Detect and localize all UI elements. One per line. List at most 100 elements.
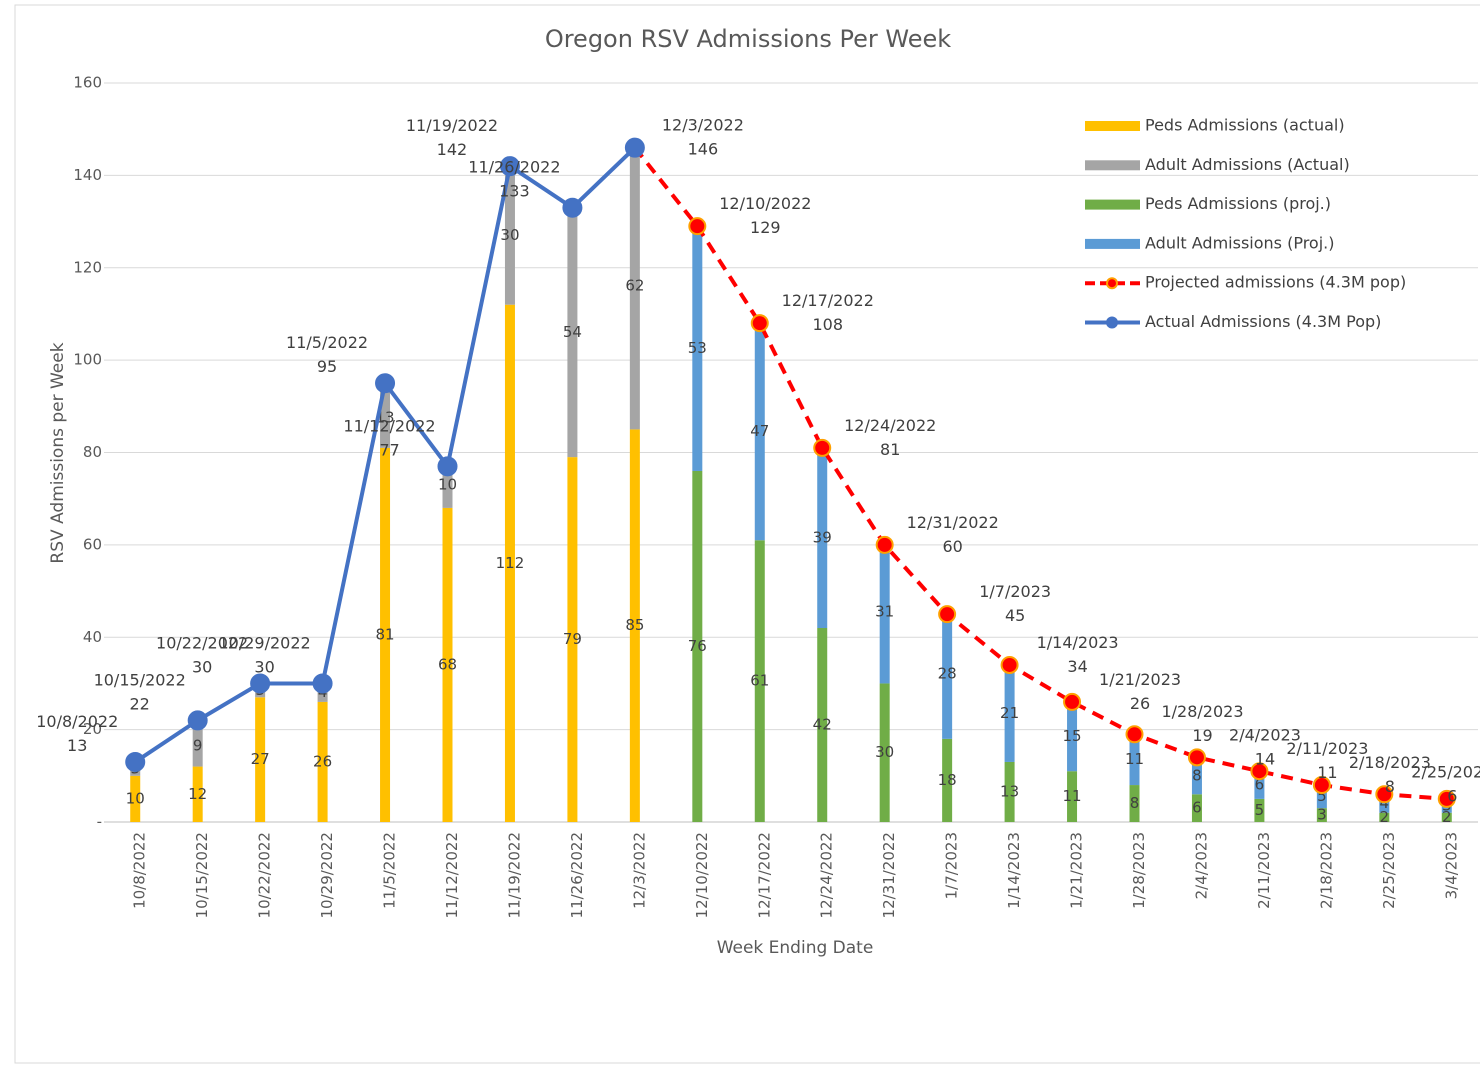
y-tick-label: 80 — [83, 443, 102, 461]
point-label-value: 19 — [1192, 726, 1212, 745]
point-label-value: 13 — [67, 735, 87, 754]
bar-label: 27 — [251, 750, 270, 768]
point-label-date: 11/26/2022 — [468, 157, 560, 176]
x-tick-label: 10/8/2022 — [131, 832, 149, 909]
x-tick-label: 2/25/2023 — [1380, 832, 1398, 909]
point-label-value: 30 — [192, 657, 212, 676]
bar-label: 10 — [126, 789, 145, 807]
bar-segment — [504, 166, 515, 305]
point-label: 10/29/2022 30 — [218, 633, 310, 676]
point-label: 2/11/2023 11 — [1286, 739, 1368, 782]
point-label: 2/18/2023 8 — [1349, 753, 1431, 796]
bar-segment — [192, 766, 203, 822]
line-marker — [250, 673, 271, 694]
point-label: 11/26/2022 133 — [468, 157, 560, 200]
point-label-date: 1/14/2023 — [1037, 632, 1119, 651]
point-label: 1/28/2023 19 — [1161, 702, 1243, 745]
y-tick-label: 120 — [73, 258, 102, 276]
point-label-date: 12/31/2022 — [907, 512, 999, 531]
bar-segment — [1004, 761, 1015, 822]
point-label: 12/17/2022 108 — [782, 291, 874, 334]
bar-segment — [1254, 771, 1265, 799]
point-label: 12/31/2022 60 — [907, 512, 999, 555]
bar-label: 68 — [438, 655, 457, 673]
bar-segment — [1316, 785, 1327, 809]
line-marker — [1250, 762, 1269, 781]
point-label: 10/22/2022 30 — [156, 633, 248, 676]
point-label-value: 14 — [1255, 749, 1275, 768]
bar-segment — [879, 540, 890, 684]
point-label: 1/14/2023 34 — [1037, 632, 1119, 675]
bar-label: 62 — [625, 277, 644, 295]
line-marker — [187, 710, 208, 731]
legend-label: Actual Admissions (4.3M Pop) — [1145, 312, 1381, 331]
bar-label: 39 — [813, 528, 832, 546]
point-label: 11/12/2022 77 — [343, 416, 435, 459]
x-axis-title: Week Ending Date — [717, 938, 874, 958]
bar-segment — [1441, 812, 1452, 822]
x-tick-label: 11/19/2022 — [505, 832, 523, 918]
x-tick-label: 11/12/2022 — [443, 832, 461, 918]
bar-segment — [380, 447, 391, 822]
line-series — [633, 146, 1447, 801]
bar-label: 61 — [750, 672, 769, 690]
y-axis-title: RSV Admissions per Week — [48, 342, 68, 563]
bar-segment — [692, 226, 703, 471]
x-tick-label: 12/24/2022 — [818, 832, 836, 918]
line-marker — [312, 673, 333, 694]
bar-segment — [130, 775, 141, 822]
point-label: 11/19/2022 142 — [406, 116, 498, 159]
line-marker — [499, 156, 520, 177]
line-marker — [1000, 655, 1019, 674]
bar-label: 13 — [1000, 782, 1019, 800]
point-label: 2/4/2023 14 — [1229, 725, 1301, 768]
line-marker — [938, 605, 957, 624]
point-label: 10/8/2022 13 — [36, 711, 118, 754]
bar-segment — [192, 725, 203, 767]
legend-label: Peds Admissions (proj.) — [1145, 194, 1331, 213]
point-label-value: 77 — [379, 440, 399, 459]
bar-segment — [1129, 734, 1140, 786]
bar-segment — [629, 143, 640, 430]
point-label: 3/4/20235 — [1479, 766, 1480, 809]
bar-label: 5 — [1255, 801, 1265, 819]
point-label: 12/10/2022 129 — [719, 194, 811, 237]
bar-segment — [442, 507, 453, 822]
bar-label: 54 — [563, 323, 582, 341]
x-tick-label: 12/17/2022 — [755, 832, 773, 918]
legend-label: Adult Admissions (Proj.) — [1145, 233, 1334, 252]
bar-label: 79 — [563, 630, 582, 648]
bar-label: 15 — [1062, 727, 1081, 745]
bar-segment — [942, 609, 953, 739]
x-tick-label: 10/15/2022 — [193, 832, 211, 918]
legend-label: Peds Admissions (actual) — [1145, 116, 1345, 135]
point-label-value: 81 — [880, 439, 900, 458]
bar-segment — [1379, 794, 1390, 813]
y-tick-label: - — [97, 813, 102, 831]
y-tick-label: 160 — [73, 74, 102, 92]
bar-segment — [567, 457, 578, 822]
line-marker — [1187, 748, 1206, 767]
bar-segment — [380, 387, 391, 448]
bar-segment — [1254, 798, 1265, 822]
x-tick-label: 2/4/2023 — [1192, 832, 1210, 899]
x-tick-label: 10/29/2022 — [318, 832, 336, 918]
bar-label: 3 — [1317, 806, 1327, 824]
legend-swatch — [1085, 238, 1140, 249]
point-label-date: 11/5/2022 — [286, 333, 368, 352]
point-label-date: 2/18/2023 — [1349, 753, 1431, 772]
point-label-date: 12/17/2022 — [782, 291, 874, 310]
bar-label: 2 — [1380, 808, 1390, 826]
y-tick-label: 100 — [73, 351, 102, 369]
line-marker — [688, 217, 707, 236]
legend-swatch — [1085, 199, 1140, 210]
point-label-value: 108 — [812, 315, 843, 334]
bar-label: 10 — [438, 475, 457, 493]
point-label-value: 6 — [1447, 786, 1457, 805]
bar-label: 11 — [1062, 787, 1081, 805]
point-label-date: 10/15/2022 — [94, 670, 186, 689]
point-label-value: 142 — [437, 140, 468, 159]
point-label: 12/24/2022 81 — [844, 415, 936, 458]
line-marker — [1375, 785, 1394, 804]
bar-label: 47 — [750, 422, 769, 440]
